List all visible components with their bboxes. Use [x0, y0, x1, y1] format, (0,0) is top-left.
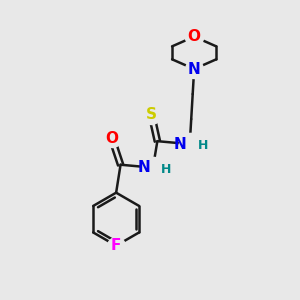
Text: N: N: [174, 136, 187, 152]
Text: H: H: [161, 163, 172, 176]
Text: H: H: [198, 139, 208, 152]
Text: N: N: [137, 160, 150, 175]
Text: O: O: [188, 29, 201, 44]
Text: S: S: [146, 107, 157, 122]
Text: O: O: [105, 131, 118, 146]
Text: F: F: [111, 238, 121, 253]
Text: N: N: [188, 61, 200, 76]
